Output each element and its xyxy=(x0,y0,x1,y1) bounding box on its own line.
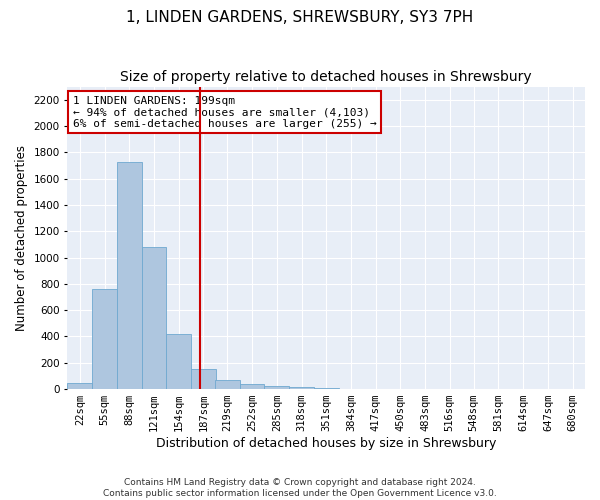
Y-axis label: Number of detached properties: Number of detached properties xyxy=(15,145,28,331)
Bar xyxy=(166,334,191,389)
Text: Contains HM Land Registry data © Crown copyright and database right 2024.
Contai: Contains HM Land Registry data © Crown c… xyxy=(103,478,497,498)
Text: 1 LINDEN GARDENS: 199sqm
← 94% of detached houses are smaller (4,103)
6% of semi: 1 LINDEN GARDENS: 199sqm ← 94% of detach… xyxy=(73,96,376,129)
Bar xyxy=(240,384,265,389)
Bar xyxy=(117,162,142,389)
Bar xyxy=(289,386,314,389)
Bar xyxy=(142,247,166,389)
Bar xyxy=(265,386,289,389)
Bar xyxy=(92,289,117,389)
X-axis label: Distribution of detached houses by size in Shrewsbury: Distribution of detached houses by size … xyxy=(156,437,496,450)
Bar xyxy=(314,388,338,389)
Title: Size of property relative to detached houses in Shrewsbury: Size of property relative to detached ho… xyxy=(121,70,532,84)
Text: 1, LINDEN GARDENS, SHREWSBURY, SY3 7PH: 1, LINDEN GARDENS, SHREWSBURY, SY3 7PH xyxy=(127,10,473,25)
Bar xyxy=(215,380,240,389)
Bar xyxy=(191,368,216,389)
Bar xyxy=(67,382,92,389)
